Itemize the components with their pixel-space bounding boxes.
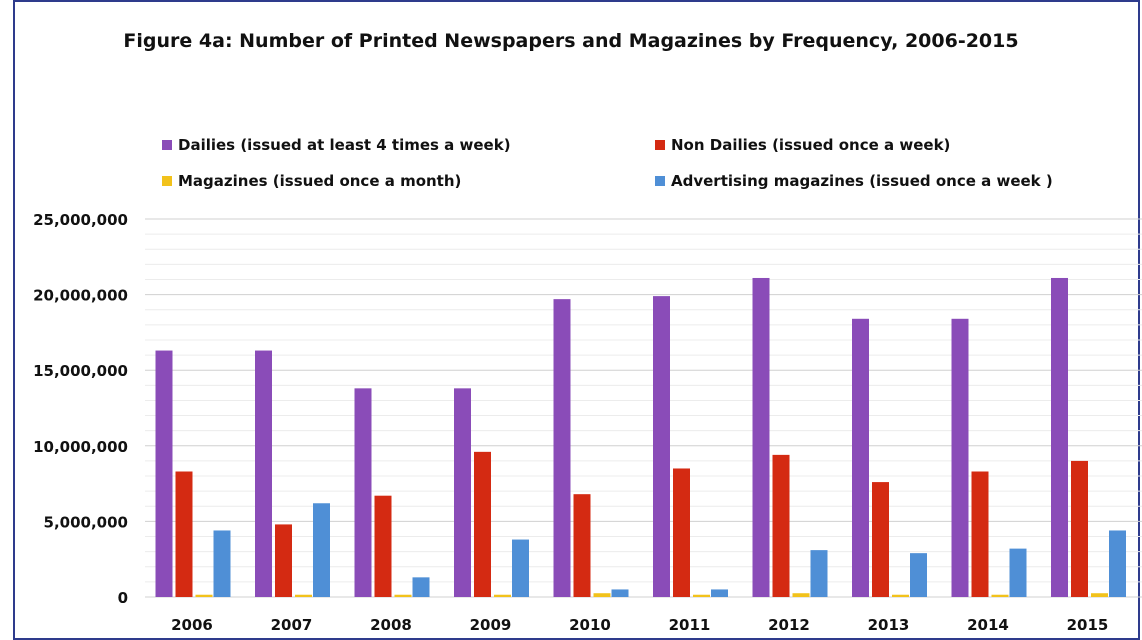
bar-series2-2015 xyxy=(1091,593,1108,597)
bar-series0-2012 xyxy=(752,277,770,597)
y-tick-label: 5,000,000 xyxy=(44,513,128,531)
bar-series1-2011 xyxy=(673,468,690,597)
legend-swatch-magazines xyxy=(162,176,172,186)
legend-entry-advertising-magazines: Advertising magazines (issued once a wee… xyxy=(655,172,1053,190)
legend-entry-dailies: Dailies (issued at least 4 times a week) xyxy=(162,136,511,154)
x-tick-label: 2009 xyxy=(470,616,512,633)
bar-series3-2011 xyxy=(711,589,728,597)
bar-series2-2009 xyxy=(494,594,511,597)
x-tick-label: 2014 xyxy=(967,616,1009,633)
bar-series2-2007 xyxy=(295,594,312,597)
y-tick-label: 10,000,000 xyxy=(33,438,128,456)
bar-series1-2009 xyxy=(474,451,491,597)
x-tick-label: 2012 xyxy=(768,616,810,633)
bar-series3-2012 xyxy=(810,550,828,597)
y-tick-label: 0 xyxy=(118,589,128,607)
legend-label-dailies: Dailies (issued at least 4 times a week) xyxy=(178,136,511,154)
bar-series3-2007 xyxy=(313,503,330,597)
bar-series0-2014 xyxy=(951,318,969,597)
bar-series1-2008 xyxy=(374,495,392,597)
bar-series1-2010 xyxy=(573,494,591,597)
bar-series1-2012 xyxy=(772,454,790,597)
legend-entry-non-dailies: Non Dailies (issued once a week) xyxy=(655,136,950,154)
bar-series3-2008 xyxy=(412,577,430,597)
bar-series0-2008 xyxy=(354,388,372,597)
x-tick-label: 2015 xyxy=(1067,616,1109,633)
bar-series2-2012 xyxy=(792,593,810,597)
bar-series3-2015 xyxy=(1109,530,1126,597)
x-tick-label: 2006 xyxy=(171,616,213,633)
legend-swatch-non-dailies xyxy=(655,140,665,150)
bar-series0-2009 xyxy=(454,388,471,597)
bar-series0-2011 xyxy=(653,296,670,597)
x-tick-label: 2013 xyxy=(868,616,910,633)
legend-swatch-advertising-magazines xyxy=(655,176,665,186)
bar-series0-2015 xyxy=(1051,277,1068,597)
gridlines xyxy=(145,218,1142,598)
legend-label-advertising-magazines: Advertising magazines (issued once a wee… xyxy=(671,172,1053,190)
x-tick-label: 2011 xyxy=(669,616,711,633)
x-tick-label: 2008 xyxy=(370,616,412,633)
legend-entry-magazines: Magazines (issued once a month) xyxy=(162,172,461,190)
x-tick-label: 2010 xyxy=(569,616,611,633)
x-axis-ticks: 2006 2007 2008 2009 2010 2011 2012 2013 2014 2015 xyxy=(171,616,1108,633)
y-tick-label: 15,000,000 xyxy=(33,362,128,380)
bar-series3-2009 xyxy=(512,539,529,597)
legend-swatch-dailies xyxy=(162,140,172,150)
x-tick-label: 2007 xyxy=(271,616,313,633)
bar-series0-2006 xyxy=(155,350,173,597)
bar-series2-2013 xyxy=(892,594,909,597)
bar-series1-2015 xyxy=(1071,460,1088,597)
bar-series3-2006 xyxy=(213,530,231,597)
chart-title: Figure 4a: Number of Printed Newspapers … xyxy=(123,30,1019,52)
y-tick-label: 20,000,000 xyxy=(33,287,128,305)
bar-series1-2014 xyxy=(971,471,989,597)
bar-series2-2010 xyxy=(593,593,611,597)
bars xyxy=(155,277,1126,597)
legend-label-magazines: Magazines (issued once a month) xyxy=(178,172,462,190)
bar-series3-2013 xyxy=(910,553,927,597)
y-tick-label: 25,000,000 xyxy=(33,211,128,229)
bar-series3-2010 xyxy=(611,589,629,597)
bar-series1-2013 xyxy=(872,482,889,597)
bar-series1-2007 xyxy=(275,524,292,597)
bar-series3-2014 xyxy=(1009,548,1027,597)
bar-series2-2008 xyxy=(394,594,412,597)
bar-series0-2010 xyxy=(553,299,571,597)
bar-series2-2014 xyxy=(991,594,1009,597)
legend-label-non-dailies: Non Dailies (issued once a week) xyxy=(671,136,951,154)
bar-series2-2011 xyxy=(693,594,710,597)
y-axis-ticks: 0 5,000,000 10,000,000 15,000,000 20,000,000… xyxy=(33,211,128,607)
bar-series1-2006 xyxy=(175,471,193,597)
bar-series0-2013 xyxy=(852,318,869,597)
bar-series2-2006 xyxy=(195,594,213,597)
bar-series0-2007 xyxy=(255,350,272,597)
